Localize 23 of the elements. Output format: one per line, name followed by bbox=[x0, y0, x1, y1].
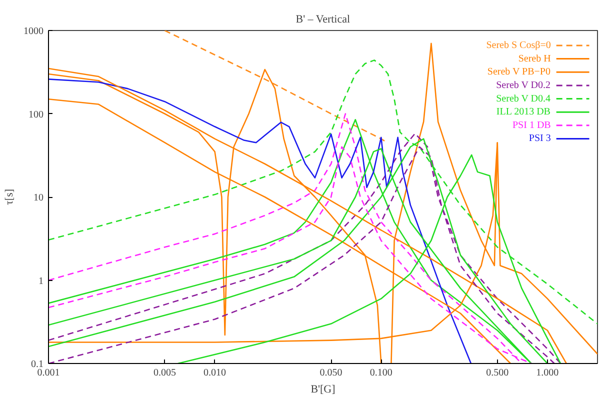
x-tick-label: 0.005 bbox=[153, 368, 176, 378]
y-tick-label: 1 bbox=[38, 276, 44, 287]
y-tick-label: 10 bbox=[34, 192, 44, 204]
legend-label: Sereb V D0.2 bbox=[496, 80, 550, 91]
legend-label: Sereb H bbox=[518, 53, 551, 64]
x-tick-label: 0.100 bbox=[370, 368, 392, 378]
y-tick-label: 100 bbox=[28, 109, 44, 120]
x-tick-label: 0.001 bbox=[37, 368, 60, 378]
y-axis-title: τ[s] bbox=[4, 188, 16, 206]
y-tick-label: 0.1 bbox=[31, 359, 44, 370]
y-tick-label: 1000 bbox=[24, 26, 44, 37]
chart-title: B' – Vertical bbox=[296, 14, 350, 26]
x-axis-title: B'[G] bbox=[310, 384, 336, 396]
x-tick-label: 0.050 bbox=[320, 368, 342, 378]
legend-label: ILL 2013 DB bbox=[496, 106, 551, 118]
legend-label: Sereb V D0.4 bbox=[496, 93, 550, 104]
legend-label: PSI 1 DB bbox=[512, 120, 552, 131]
x-tick-label: 0.500 bbox=[486, 368, 509, 378]
legend-label: Sereb V PB−P0 bbox=[487, 66, 550, 78]
legend-label: Sereb S Cosβ=0 bbox=[486, 40, 551, 51]
x-tick-label: 0.010 bbox=[204, 368, 226, 378]
x-tick-label: 1.000 bbox=[536, 368, 559, 378]
legend-label: PSI 3 bbox=[528, 133, 551, 144]
